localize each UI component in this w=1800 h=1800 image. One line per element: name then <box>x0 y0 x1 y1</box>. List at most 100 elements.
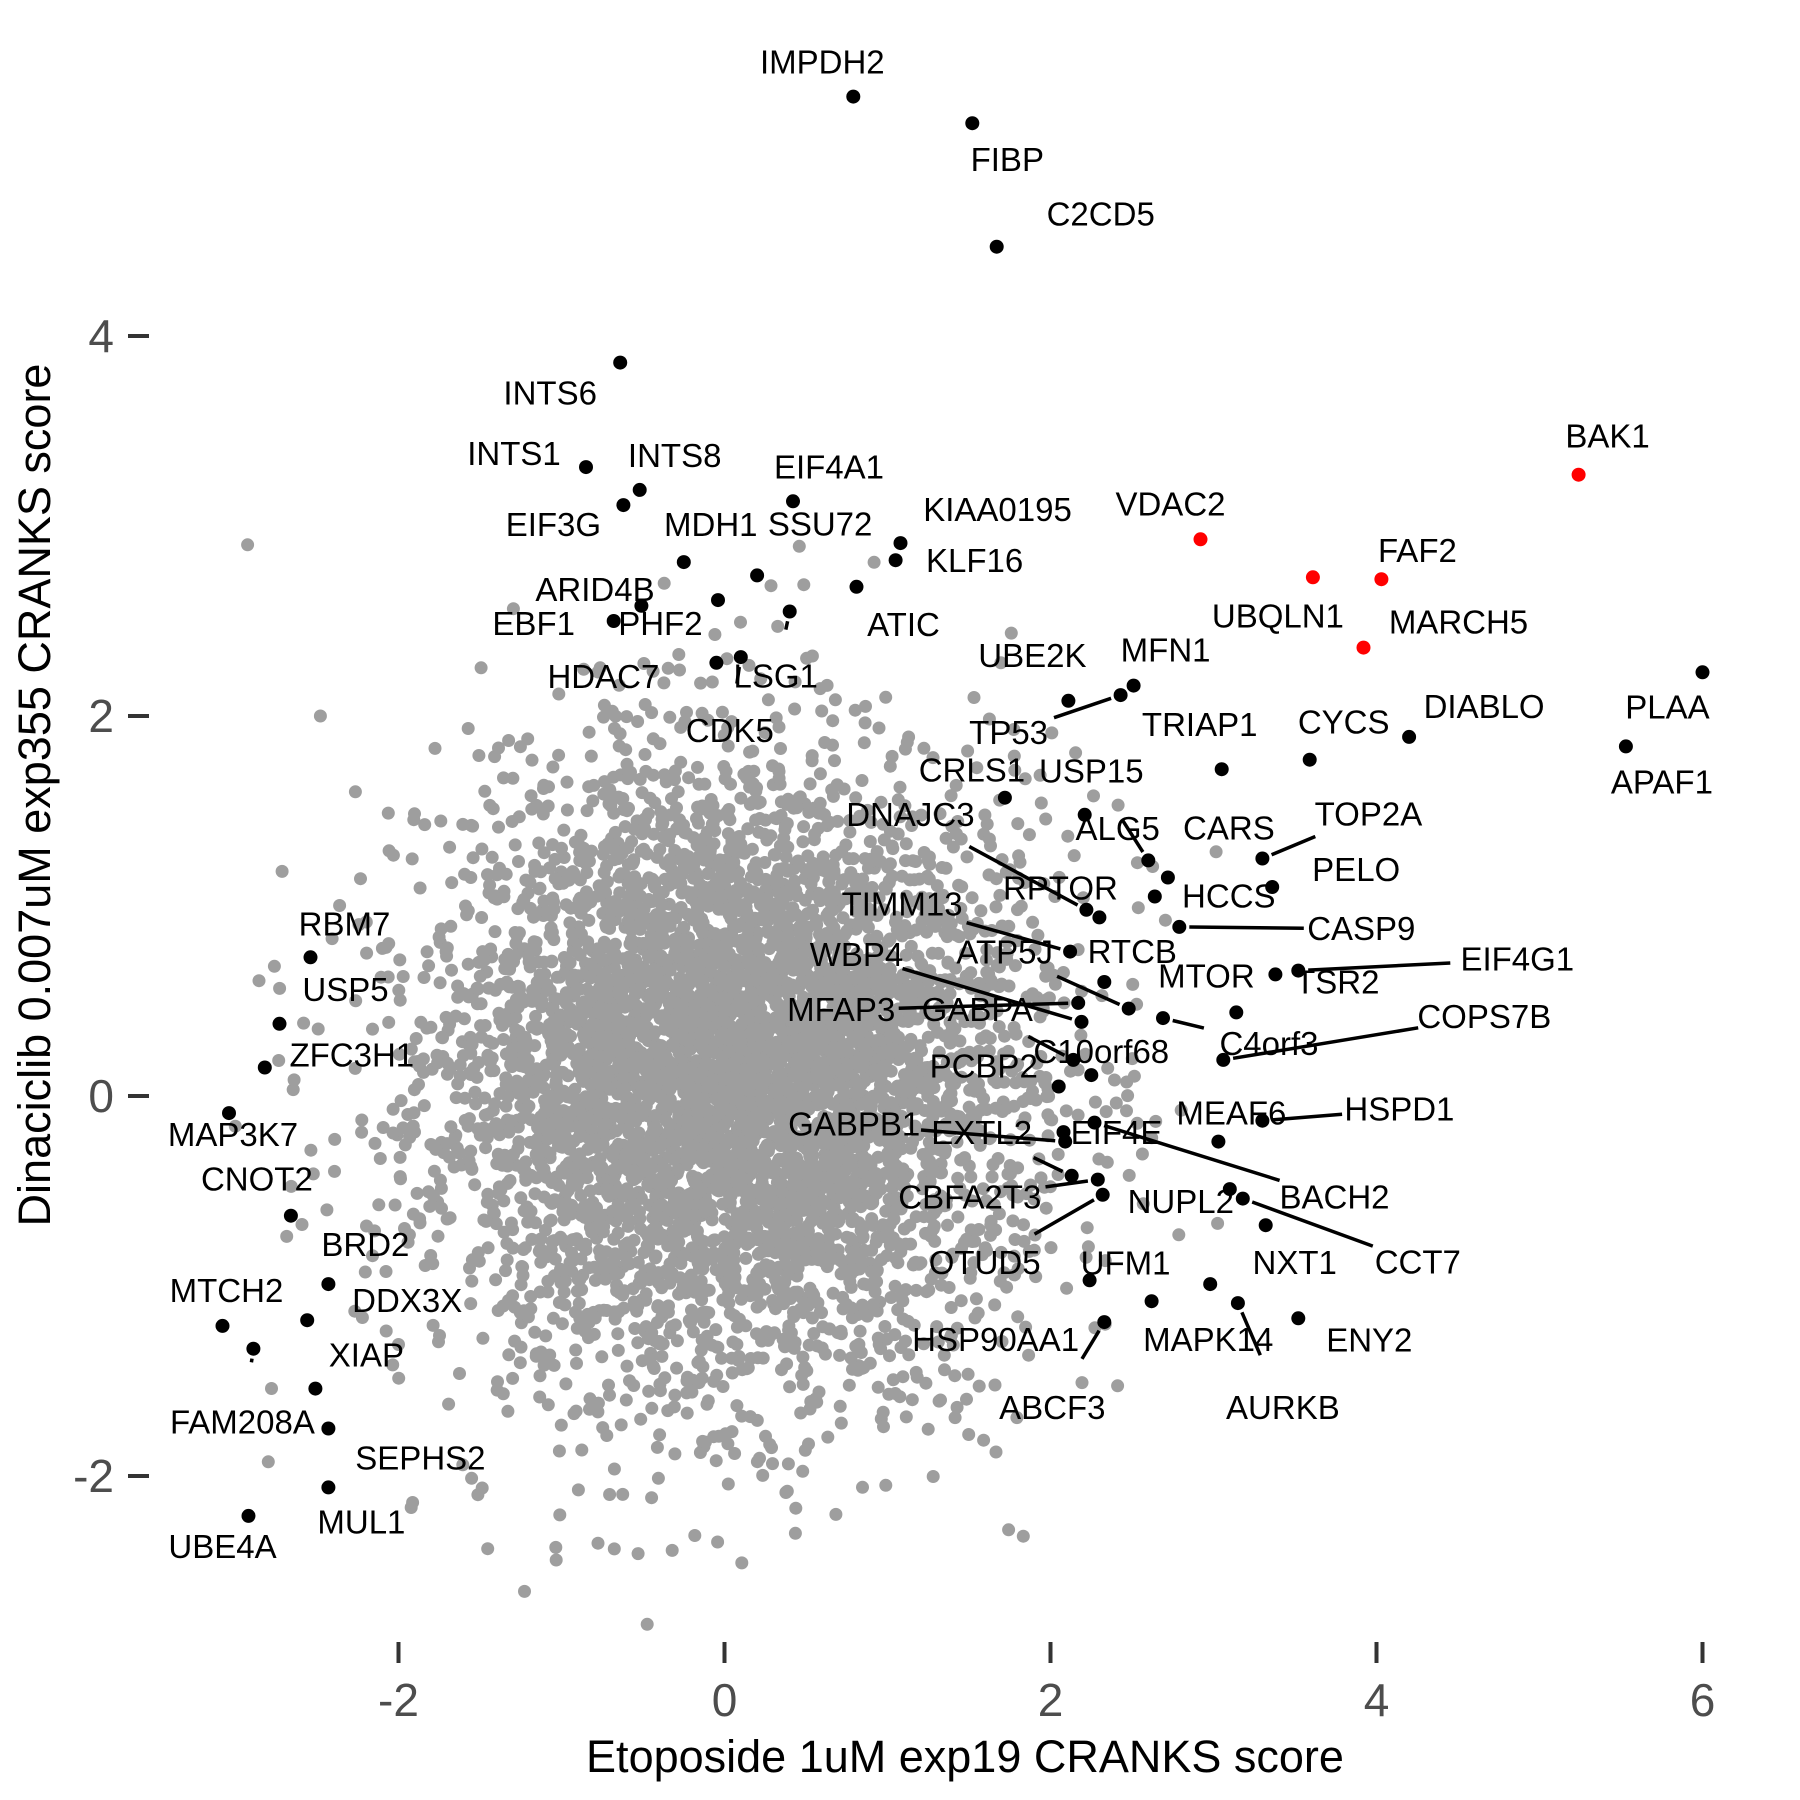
gene-point-WBP4 <box>1074 1014 1089 1029</box>
gene-point-INTS6 <box>613 355 628 370</box>
gene-point-MUL1 <box>321 1480 336 1495</box>
gene-leader-TIMM13 <box>966 921 1061 951</box>
gene-point-LSG1 <box>782 604 797 619</box>
gene-point-KLF16 <box>888 553 903 568</box>
gene-point-TRIAP1 <box>1214 762 1229 777</box>
gene-point-HCCS <box>1147 889 1162 904</box>
gene-point-NXT1 <box>1258 1218 1273 1233</box>
gene-point-UFM1 <box>1082 1273 1097 1288</box>
gene-point-MAPK14 <box>1203 1277 1218 1292</box>
gene-point-C2CD5 <box>989 239 1004 254</box>
gene-label-TSR2: TSR2 <box>1295 963 1379 1000</box>
gene-label-DIABLO: DIABLO <box>1424 688 1545 725</box>
gene-label-HCCS: HCCS <box>1182 878 1276 915</box>
gene-label-RPTOR: RPTOR <box>1003 869 1118 906</box>
gene-point-CNOT2 <box>283 1208 298 1223</box>
gene-point-TOP2A <box>1255 851 1270 866</box>
gene-leader-LSG1 <box>784 620 790 630</box>
gene-label-ENY2: ENY2 <box>1326 1321 1412 1358</box>
gene-point-SEPHS2 <box>321 1421 336 1436</box>
gene-label-CNOT2: CNOT2 <box>201 1161 313 1198</box>
gene-point-BACH2 <box>1087 1115 1102 1130</box>
gene-point-ABCF3 <box>1097 1315 1112 1330</box>
gene-point-DNAJC3 <box>1079 902 1094 917</box>
gene-label-OTUD5: OTUD5 <box>929 1244 1041 1281</box>
gene-label-TOP2A: TOP2A <box>1315 796 1423 833</box>
gene-leader-EIF4G1 <box>1308 961 1451 972</box>
gene-label-UBE2K: UBE2K <box>978 637 1086 674</box>
gene-point-CRLS1 <box>997 790 1012 805</box>
gene-point-ALG5 <box>1077 807 1092 822</box>
gene-label-ATP5J: ATP5J <box>956 934 1053 971</box>
gene-leader-GABPA <box>1027 1034 1066 1057</box>
gene-label-FAF2: FAF2 <box>1378 532 1457 569</box>
gene-label-ALG5: ALG5 <box>1076 810 1160 847</box>
gene-label-CYCS: CYCS <box>1298 704 1390 741</box>
gene-leader-TOP2A <box>1270 834 1316 857</box>
gene-leader-MFAP3 <box>898 1001 1069 1010</box>
gene-point-IMPDH2 <box>846 89 861 104</box>
gene-label-NXT1: NXT1 <box>1253 1244 1337 1281</box>
gene-leader-USP15 <box>1120 818 1145 853</box>
gene-point-BAK1 <box>1571 467 1586 482</box>
gene-label-MAP3K7: MAP3K7 <box>168 1116 298 1153</box>
gene-point-SSU72 <box>750 568 765 583</box>
gene-label-USP15: USP15 <box>1039 752 1144 789</box>
x-tick-label-0: 0 <box>712 1674 738 1726</box>
gene-point-ENY2 <box>1291 1311 1306 1326</box>
gene-leader-CASP9 <box>1189 925 1304 931</box>
gene-label-GABPA: GABPA <box>922 991 1033 1028</box>
x-axis-title: Etoposide 1uM exp19 CRANKS score <box>586 1731 1344 1782</box>
gene-point-EIF4G1 <box>1291 963 1306 978</box>
gene-label-UFM1: UFM1 <box>1081 1244 1171 1281</box>
gene-point-CARS <box>1160 870 1175 885</box>
gene-label-EIF4G1: EIF4G1 <box>1460 941 1574 978</box>
gene-label-BAK1: BAK1 <box>1565 418 1649 455</box>
gene-point-C4orf3 <box>1156 1011 1170 1026</box>
gene-label-KLF16: KLF16 <box>926 542 1023 579</box>
gene-point-UBE4A <box>241 1508 256 1523</box>
gene-point-HSP90AA1 <box>1144 1294 1159 1309</box>
gene-point-FIBP <box>965 116 980 131</box>
gene-label-FAM208A: FAM208A <box>170 1404 315 1441</box>
gene-point-PCBP2 <box>1051 1079 1066 1094</box>
gene-point-UBE2K <box>1061 693 1076 708</box>
gene-label-RBM7: RBM7 <box>299 905 391 942</box>
background-points-cloud <box>228 538 1225 1631</box>
gene-label-MAPK14: MAPK14 <box>1143 1321 1273 1358</box>
gene-label-HSP90AA1: HSP90AA1 <box>912 1321 1079 1358</box>
gene-leader-COPS7B <box>1232 1026 1419 1061</box>
gene-label-SSU72: SSU72 <box>768 505 873 542</box>
gene-label-LSG1: LSG1 <box>734 658 818 695</box>
gene-point-CBFA2T3 <box>1090 1172 1105 1187</box>
gene-label-DDX3X: DDX3X <box>352 1282 462 1319</box>
gene-label-RTCB: RTCB <box>1088 933 1177 970</box>
gene-leader-BACH2 <box>1103 1123 1281 1183</box>
gene-point-NUPL2 <box>1222 1182 1237 1197</box>
gene-point-CCT7 <box>1235 1191 1250 1206</box>
gene-label-WBP4: WBP4 <box>810 936 904 973</box>
gene-leader-WBP4 <box>902 966 1073 1021</box>
gene-point-OTUD5 <box>1095 1187 1110 1202</box>
gene-point-FAF2 <box>1374 572 1389 587</box>
gene-label-AURKB: AURKB <box>1226 1389 1340 1426</box>
gene-point-MTCH2 <box>215 1318 230 1333</box>
x-tick-label-6: 6 <box>1690 1674 1716 1726</box>
gene-point-CYCS <box>1302 752 1317 767</box>
labeled-gene-points <box>215 89 1710 1523</box>
gene-label-CASP9: CASP9 <box>1307 910 1415 947</box>
gene-point-MAP3K7 <box>222 1106 236 1121</box>
gene-label-EXTL2: EXTL2 <box>931 1114 1032 1151</box>
y-tick-label-4: 4 <box>88 310 114 362</box>
gene-point-EXTL2 <box>1064 1168 1079 1183</box>
gene-point-USP15 <box>1141 853 1156 868</box>
gene-point-MFN1 <box>1126 678 1141 693</box>
gene-label-C4orf3: C4orf3 <box>1219 1025 1318 1062</box>
gene-label-VDAC2: VDAC2 <box>1115 485 1225 522</box>
gene-point-RBM7 <box>303 950 318 965</box>
gene-label-MTCH2: MTCH2 <box>170 1272 284 1309</box>
gene-point-TSR2 <box>1229 1005 1244 1020</box>
gene-point-MARCH5 <box>1356 640 1371 655</box>
gene-point-PHF2 <box>634 598 649 613</box>
